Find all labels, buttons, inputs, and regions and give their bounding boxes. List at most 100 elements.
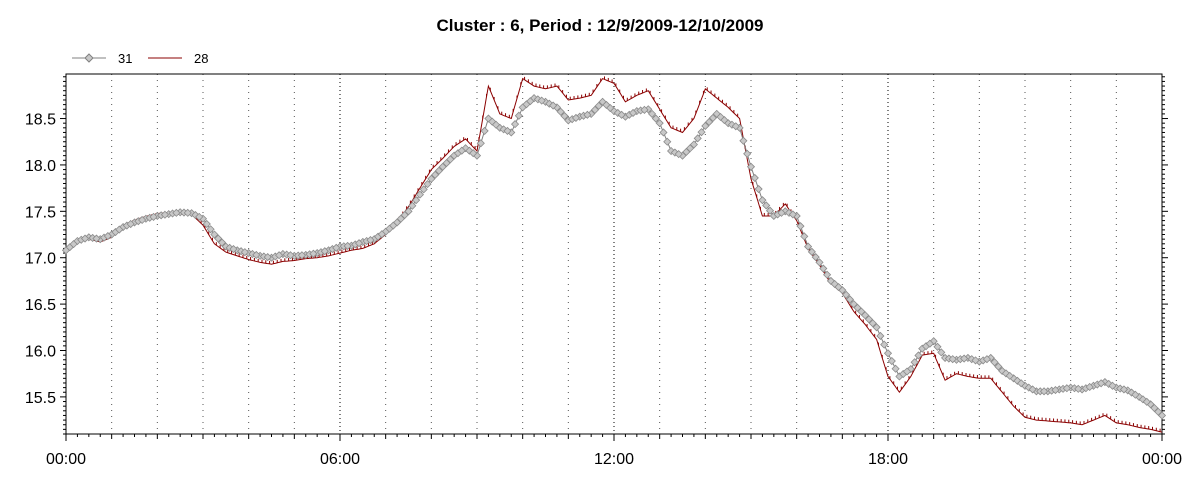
data-point	[217, 238, 227, 247]
data-point	[1097, 379, 1106, 388]
legend-item: 31	[72, 51, 132, 66]
data-point	[876, 331, 885, 341]
data-point	[705, 117, 714, 127]
series-layer	[61, 76, 1167, 433]
data-point	[937, 348, 946, 357]
data-point	[343, 241, 352, 251]
data-point	[583, 110, 592, 119]
data-point	[880, 340, 889, 349]
y-tick-label: 17.5	[25, 204, 56, 221]
data-point	[286, 251, 295, 260]
data-point	[332, 243, 341, 252]
data-point	[423, 180, 432, 189]
data-point	[480, 126, 489, 135]
data-point	[640, 105, 649, 114]
data-point	[697, 128, 706, 137]
data-point	[263, 253, 272, 262]
data-point	[389, 221, 398, 230]
data-point	[408, 201, 417, 210]
data-point	[412, 196, 421, 205]
data-point	[252, 250, 261, 259]
data-point	[275, 251, 284, 260]
data-point	[857, 307, 866, 316]
chart-title: Cluster : 6, Period : 12/9/2009-12/10/20…	[437, 16, 764, 35]
data-point	[560, 111, 569, 121]
data-point	[183, 208, 192, 217]
legend-item: 28	[148, 51, 208, 66]
data-point	[126, 219, 135, 229]
data-point	[647, 109, 657, 118]
y-tick-label: 17.0	[25, 251, 56, 268]
data-point	[446, 155, 455, 164]
data-point	[80, 234, 90, 243]
data-point	[868, 319, 877, 328]
legend-label: 28	[194, 51, 208, 66]
data-point	[160, 210, 170, 219]
data-point	[503, 126, 512, 135]
data-point	[1039, 387, 1049, 396]
y-tick-label: 15.5	[25, 390, 56, 407]
data-point	[1085, 382, 1094, 392]
data-point	[800, 232, 809, 241]
data-point	[69, 240, 78, 249]
y-tick-label: 16.0	[25, 343, 56, 360]
data-point	[297, 251, 307, 260]
data-point	[754, 184, 763, 194]
data-point	[990, 358, 999, 367]
data-point	[309, 249, 318, 258]
data-point	[1108, 381, 1117, 390]
data-point	[556, 107, 565, 116]
data-point	[138, 215, 147, 225]
data-point	[883, 349, 893, 358]
data-point	[777, 208, 786, 217]
data-point	[811, 253, 820, 262]
data-point	[708, 113, 718, 122]
data-point	[914, 351, 923, 360]
data-point	[195, 212, 204, 221]
data-point	[887, 356, 896, 366]
data-point	[1028, 385, 1037, 394]
data-point	[510, 120, 520, 129]
data-point	[491, 120, 501, 129]
data-point	[1005, 371, 1014, 380]
data-point	[842, 290, 851, 299]
data-point	[606, 103, 615, 113]
data-point	[994, 362, 1003, 371]
data-point	[891, 364, 900, 373]
y-tick-label: 18.5	[25, 112, 56, 129]
data-point	[549, 101, 558, 110]
data-point	[1051, 386, 1060, 395]
legend-marker	[84, 53, 94, 63]
data-point	[419, 185, 428, 194]
data-point	[229, 244, 238, 254]
y-tick-label: 16.5	[25, 297, 56, 314]
data-point	[594, 101, 603, 110]
data-point	[982, 355, 992, 364]
data-point	[765, 206, 775, 215]
data-point	[720, 116, 729, 125]
data-point	[1017, 379, 1026, 388]
data-point	[762, 201, 771, 210]
data-point	[933, 342, 942, 351]
data-point	[434, 166, 444, 175]
data-point	[628, 108, 638, 118]
data-point	[214, 234, 223, 243]
data-point	[674, 150, 683, 159]
data-point	[960, 354, 969, 363]
data-point	[746, 162, 756, 171]
data-point	[758, 196, 767, 205]
data-point	[971, 356, 980, 365]
data-point	[617, 110, 626, 119]
data-point	[1074, 384, 1083, 393]
data-point	[240, 248, 249, 257]
data-point	[103, 231, 112, 241]
data-point	[659, 128, 668, 137]
data-point	[739, 136, 748, 145]
data-point	[571, 113, 581, 122]
x-tick-label: 18:00	[868, 451, 908, 468]
data-point	[804, 242, 813, 251]
data-point	[948, 355, 957, 364]
data-point	[415, 190, 424, 199]
data-point	[815, 258, 824, 267]
y-tick-label: 18.0	[25, 158, 56, 175]
